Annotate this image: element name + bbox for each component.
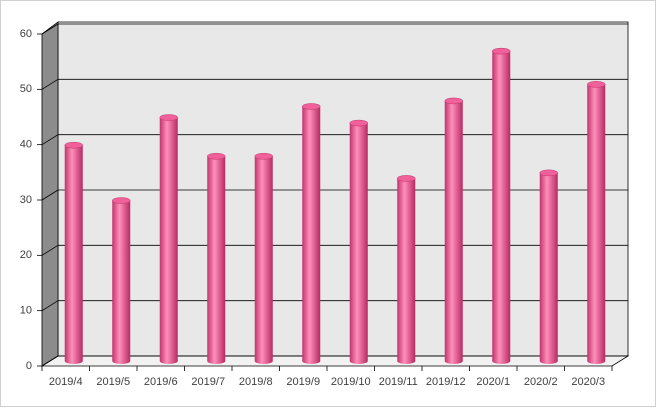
bar-top	[444, 97, 463, 105]
bar	[539, 169, 558, 364]
bar	[112, 197, 131, 364]
x-tick-label: 2020/3	[571, 376, 605, 388]
bar	[302, 103, 321, 364]
bar-body	[444, 100, 463, 364]
bar	[444, 97, 463, 364]
grid-line-side	[41, 78, 59, 90]
y-tick-label: 30	[20, 194, 32, 206]
x-tick-label: 2019/10	[331, 376, 371, 388]
bar	[587, 81, 606, 364]
bar	[397, 175, 416, 364]
bar-body	[539, 172, 558, 364]
bar-top	[587, 81, 606, 88]
grid-line-side	[41, 189, 59, 201]
bar-top	[492, 47, 511, 55]
bar-top	[64, 141, 83, 149]
grid-line-side	[41, 134, 59, 146]
x-tick-label: 2019/6	[144, 376, 178, 388]
x-tick-label: 2020/2	[524, 376, 558, 388]
bar-top	[302, 103, 321, 110]
grid-line-side	[41, 23, 59, 35]
x-tick-label: 2019/11	[379, 376, 418, 388]
side-wall	[41, 21, 59, 367]
y-tick-label: 60	[20, 28, 32, 40]
x-tick-label: 2019/7	[191, 376, 225, 388]
y-tick-label: 40	[20, 139, 32, 151]
y-tick-label: 0	[26, 360, 32, 372]
bar-body	[64, 145, 83, 364]
bar-body	[159, 117, 178, 365]
bar-body	[397, 178, 416, 364]
bar-top	[397, 175, 416, 182]
bar	[254, 153, 273, 364]
x-tick-label: 2019/8	[239, 376, 273, 388]
grid-line-side	[41, 355, 59, 367]
bar-top	[112, 197, 131, 204]
bar-top	[159, 114, 178, 121]
bar	[159, 114, 178, 365]
grid-line-side	[41, 300, 59, 312]
y-tick-label: 50	[20, 83, 32, 95]
x-tick-label: 2019/12	[426, 376, 466, 388]
bar-body	[207, 156, 226, 364]
bar	[492, 47, 511, 365]
x-tick-label: 2019/9	[286, 376, 320, 388]
bar-body	[302, 106, 321, 364]
bar-top	[254, 153, 273, 160]
bar-body	[112, 200, 131, 364]
grid-line-side	[41, 244, 59, 256]
bar-top	[539, 169, 558, 177]
bar-top	[349, 119, 368, 127]
bar-body	[349, 123, 368, 364]
bar-body	[492, 51, 511, 365]
bar	[349, 119, 368, 364]
x-tick-label: 2019/4	[49, 376, 83, 388]
bar-top	[207, 153, 226, 160]
y-tick-label: 20	[20, 249, 32, 261]
bar	[64, 141, 83, 364]
bar-body	[254, 156, 273, 364]
bar-body	[587, 84, 606, 364]
x-tick-label: 2020/1	[476, 376, 510, 388]
y-tick-label: 10	[20, 305, 32, 317]
x-tick-label: 2019/5	[96, 376, 130, 388]
bar	[207, 153, 226, 364]
